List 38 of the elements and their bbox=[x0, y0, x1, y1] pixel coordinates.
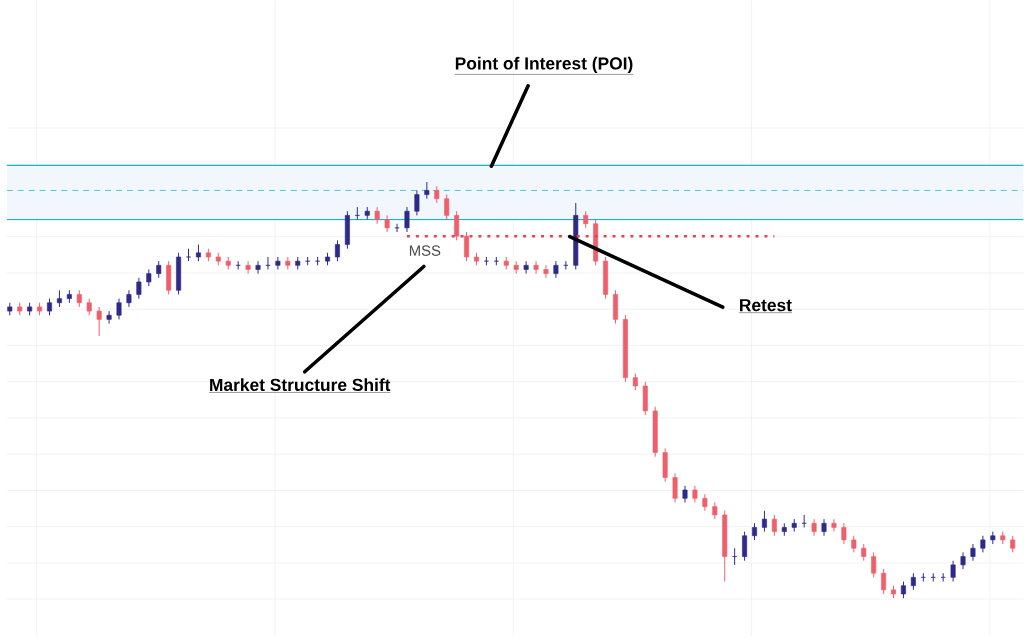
candlestick bbox=[136, 277, 142, 300]
candlestick bbox=[950, 560, 956, 583]
candlestick bbox=[245, 260, 251, 275]
annotation: MSS bbox=[409, 245, 441, 257]
candlestick bbox=[543, 264, 549, 279]
candlestick bbox=[811, 518, 817, 537]
candlestick bbox=[414, 190, 420, 217]
candlestick bbox=[394, 223, 400, 233]
candlestick bbox=[255, 260, 261, 275]
candlestick bbox=[116, 298, 122, 321]
candlestick bbox=[821, 518, 827, 537]
candlestick bbox=[444, 194, 450, 221]
text: Point of Interest (POI) bbox=[455, 56, 633, 74]
candlestick bbox=[533, 260, 539, 275]
candlestick bbox=[404, 206, 410, 233]
annotation: Market Structure Shift bbox=[210, 378, 391, 392]
candlestick bbox=[106, 310, 112, 325]
candlestick bbox=[126, 289, 132, 308]
candlestick bbox=[334, 240, 340, 262]
candlestick bbox=[96, 306, 102, 337]
candlestick bbox=[732, 547, 738, 566]
candlestick bbox=[275, 256, 281, 271]
candlestick bbox=[841, 522, 847, 545]
candlestick bbox=[742, 531, 748, 562]
candlestick bbox=[970, 543, 976, 562]
candlestick bbox=[771, 514, 777, 537]
candlestick bbox=[871, 552, 877, 579]
candlestick bbox=[464, 231, 470, 262]
candlestick bbox=[354, 206, 360, 221]
candlestick bbox=[881, 568, 887, 595]
candlestick bbox=[831, 518, 837, 533]
candlestick bbox=[672, 473, 678, 504]
candlestick bbox=[553, 260, 559, 279]
candlestick bbox=[702, 493, 708, 512]
candlestick bbox=[454, 210, 460, 242]
annotation: Retest bbox=[740, 299, 792, 312]
candlestick bbox=[761, 510, 767, 533]
candlestick bbox=[523, 260, 529, 275]
